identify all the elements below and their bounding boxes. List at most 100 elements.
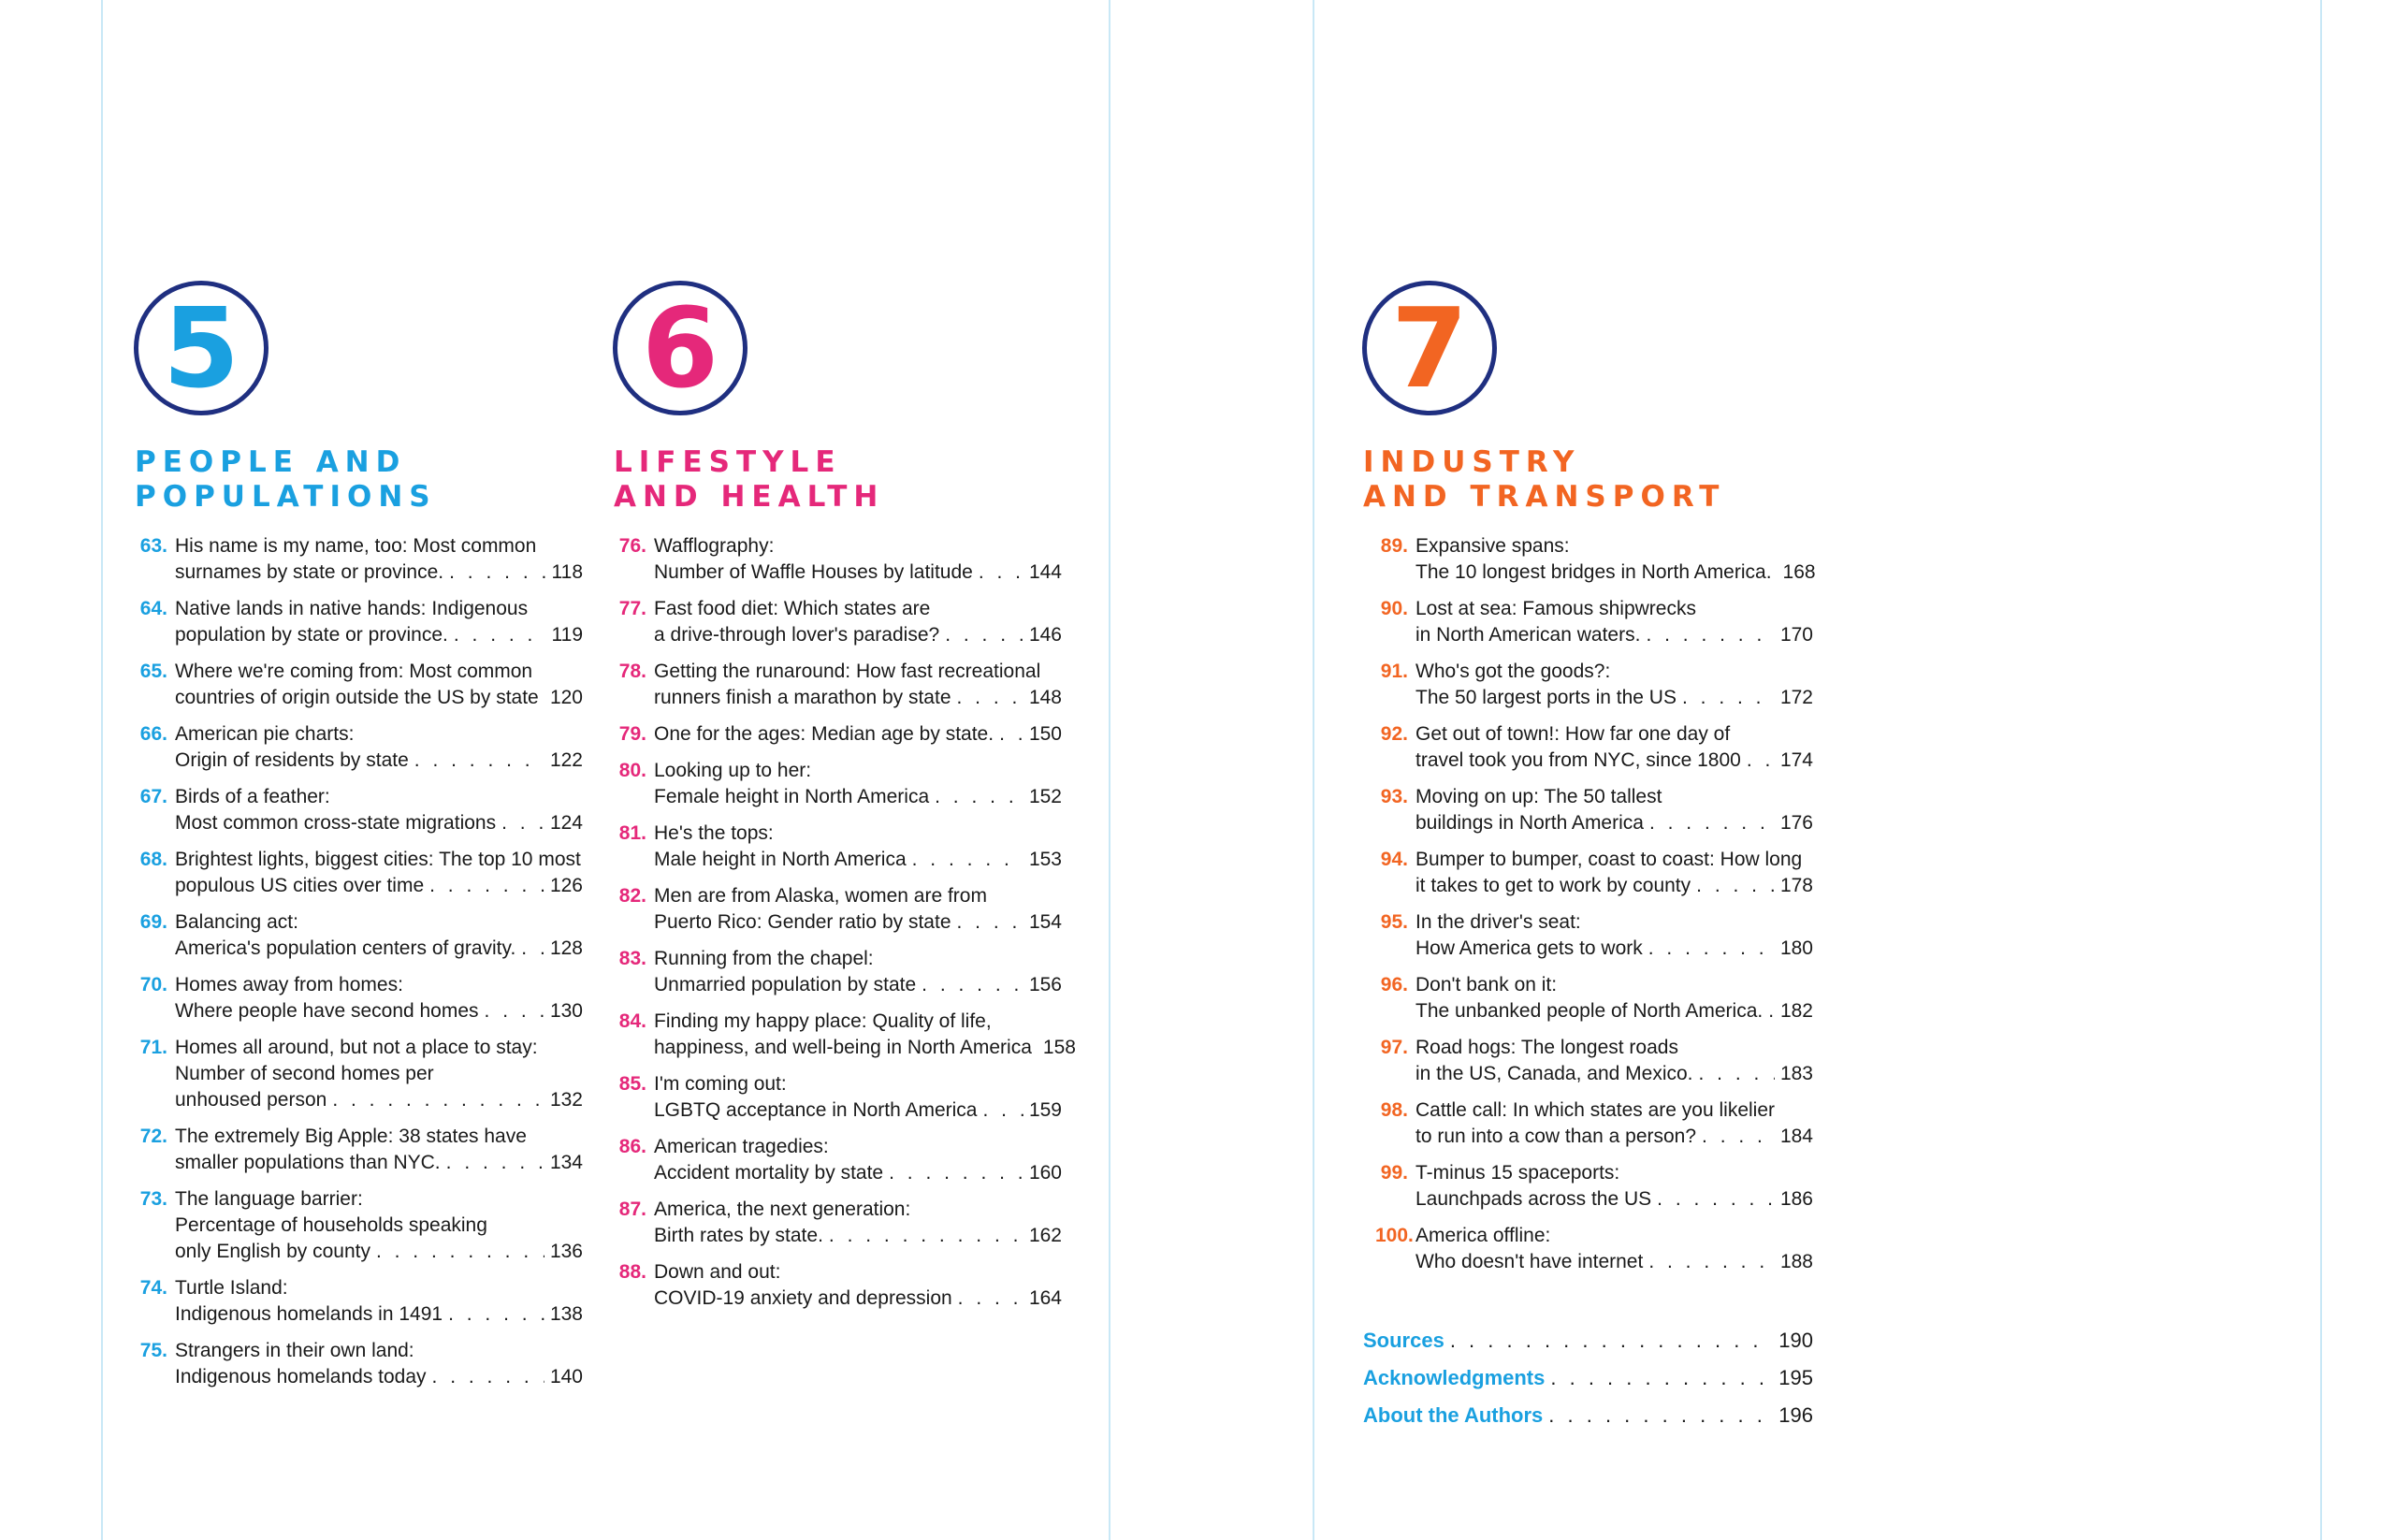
entry-title-last-line: in North American waters. 170 — [1415, 622, 1813, 648]
dot-leader — [501, 810, 544, 836]
toc-entry[interactable]: 85. I'm coming out: LGBTQ acceptance in No… — [614, 1071, 1062, 1124]
toc-entry[interactable]: 74. Turtle Island: Indigenous homelands in… — [135, 1275, 583, 1328]
toc-entry[interactable]: 87. America, the next generation: Birth ra… — [614, 1197, 1062, 1249]
entry-title: Getting the runaround: How fast recreati… — [654, 659, 1062, 711]
toc-entry[interactable]: 93. Moving on up: The 50 tallest buildings… — [1375, 784, 1813, 836]
dot-leader — [922, 972, 1023, 998]
heading-line: Populations — [135, 480, 437, 514]
toc-entry[interactable]: 89. Expansive spans: The 10 longest bridge… — [1375, 533, 1816, 586]
toc-entry[interactable]: 68. Brightest lights, biggest cities: The… — [135, 847, 583, 899]
toc-entry[interactable]: 82. Men are from Alaska, women are from Pu… — [614, 883, 1062, 936]
toc-entry[interactable]: 77. Fast food diet: Which states are a dri… — [614, 596, 1062, 648]
toc-entry[interactable]: 78. Getting the runaround: How fast recre… — [614, 659, 1062, 711]
page-number: 172 — [1779, 687, 1813, 708]
entry-number: 96. — [1380, 974, 1408, 995]
entry-title-line: Origin of residents by state — [175, 749, 409, 771]
toc-entry[interactable]: 73. The language barrier: Percentage of ho… — [135, 1186, 583, 1265]
entry-title: Strangers in their own land: Indigenous h… — [175, 1338, 583, 1390]
toc-entry[interactable]: 72. The extremely Big Apple: 38 states ha… — [135, 1124, 583, 1176]
toc-entry[interactable]: 96. Don't bank on it: The unbanked people … — [1375, 972, 1813, 1024]
toc-entry[interactable]: 76. Wafflography: Number of Waffle Houses … — [614, 533, 1062, 586]
toc-entry-sources[interactable]: Sources 190 — [1363, 1322, 1813, 1359]
dot-leader — [332, 1087, 544, 1113]
toc-entry[interactable]: 88. Down and out: COVID-19 anxiety and dep… — [614, 1259, 1062, 1312]
toc-entry-about-the-authors[interactable]: About the Authors 196 — [1363, 1397, 1813, 1434]
entry-title: Running from the chapel: Unmarried popula… — [654, 946, 1062, 998]
toc-entry[interactable]: 95. In the driver's seat: How America gets… — [1375, 909, 1813, 962]
entry-title: I'm coming out: LGBTQ acceptance in North… — [654, 1071, 1062, 1124]
entry-title-line: The 50 largest ports in the US — [1415, 687, 1676, 708]
chapter-5-heading: People and Populations — [135, 445, 437, 515]
dot-leader — [1768, 998, 1775, 1024]
dot-leader — [1548, 1397, 1773, 1434]
entry-title-last-line: to run into a cow than a person? 184 — [1415, 1124, 1813, 1150]
chapter-7-contents: 89. Expansive spans: The 10 longest bridge… — [1375, 533, 1816, 1286]
entry-title: America, the next generation: Birth rates… — [654, 1197, 1062, 1249]
toc-entry[interactable]: 92. Get out of town!: How far one day of t… — [1375, 721, 1813, 774]
page-number: 195 — [1778, 1366, 1813, 1389]
entry-title-line: surnames by state or province. — [175, 561, 444, 583]
entry-title-line: Birth rates by state. — [654, 1225, 823, 1246]
toc-entry[interactable]: 70. Homes away from homes: Where people ha… — [135, 972, 583, 1024]
toc-entry[interactable]: 83. Running from the chapel: Unmarried pop… — [614, 946, 1062, 998]
toc-entry[interactable]: 86. American tragedies: Accident mortality… — [614, 1134, 1062, 1186]
toc-entry[interactable]: 97. Road hogs: The longest roads in the US… — [1375, 1035, 1813, 1087]
toc-entry[interactable]: 84. Finding my happy place: Quality of li… — [614, 1009, 1076, 1061]
toc-entry-acknowledgments[interactable]: Acknowledgments 195 — [1363, 1359, 1813, 1397]
toc-entry[interactable]: 65. Where we're coming from: Most common c… — [135, 659, 583, 711]
toc-entry[interactable]: 98. Cattle call: In which states are you … — [1375, 1097, 1813, 1150]
dot-leader — [454, 622, 546, 648]
entry-title-line: Launchpads across the US — [1415, 1188, 1652, 1210]
toc-entry[interactable]: 81. He's the tops: Male height in North Am… — [614, 821, 1062, 873]
toc-entry[interactable]: 91. Who's got the goods?: The 50 largest p… — [1375, 659, 1813, 711]
toc-entry[interactable]: 99. T-minus 15 spaceports: Launchpads acro… — [1375, 1160, 1813, 1213]
dot-leader — [1699, 1061, 1775, 1087]
page-number: 190 — [1778, 1329, 1813, 1352]
entry-title-line: Fast food diet: Which states are — [654, 598, 931, 619]
dot-leader — [889, 1160, 1023, 1186]
entry-title: Birds of a feather: Most common cross-sta… — [175, 784, 583, 836]
toc-entry[interactable]: 71. Homes all around, but not a place to … — [135, 1035, 583, 1113]
toc-entry[interactable]: 75. Strangers in their own land: Indigenou… — [135, 1338, 583, 1390]
toc-entry[interactable]: 67. Birds of a feather: Most common cross-… — [135, 784, 583, 836]
toc-entry[interactable]: 80. Looking up to her: Female height in No… — [614, 758, 1062, 810]
toc-entry[interactable]: 90. Lost at sea: Famous shipwrecks in Nort… — [1375, 596, 1813, 648]
entry-title-last-line: Birth rates by state. 162 — [654, 1223, 1062, 1249]
entry-number: 82. — [618, 885, 646, 907]
entry-title-line: Homes away from homes: — [175, 974, 403, 995]
entry-title-line: only English by county — [175, 1241, 370, 1262]
toc-entry[interactable]: 69. Balancing act: America's population ce… — [135, 909, 583, 962]
dot-leader — [432, 1364, 544, 1390]
toc-entry[interactable]: 100. America offline: Who doesn't have int… — [1375, 1223, 1813, 1275]
toc-entry[interactable]: 66. American pie charts: Origin of residen… — [135, 721, 583, 774]
toc-entry[interactable]: 79. One for the ages: Median age by state… — [614, 721, 1062, 748]
page-number: 128 — [549, 937, 583, 959]
entry-title-last-line: How America gets to work 180 — [1415, 936, 1813, 962]
entry-title-line: unhoused person — [175, 1089, 327, 1111]
entry-title-line: Unmarried population by state — [654, 974, 917, 995]
entry-title-last-line: LGBTQ acceptance in North America 159 — [654, 1097, 1062, 1124]
page-number: 180 — [1779, 937, 1813, 959]
dot-leader — [958, 1286, 1023, 1312]
entry-number: 91. — [1380, 661, 1408, 682]
entry-title-line: LGBTQ acceptance in North America — [654, 1099, 978, 1121]
toc-entry[interactable]: 64. Native lands in native hands: Indigen… — [135, 596, 583, 648]
dot-leader — [1702, 1124, 1775, 1150]
heading-line: and Health — [614, 480, 885, 514]
entry-title-line: runners finish a marathon by state — [654, 687, 951, 708]
toc-entry[interactable]: 63. His name is my name, too: Most common… — [135, 533, 583, 586]
entry-title-last-line: happiness, and well-being in North Ameri… — [654, 1035, 1076, 1061]
page-margin-line — [101, 0, 103, 1540]
toc-entry[interactable]: 94. Bumper to bumper, coast to coast: How… — [1375, 847, 1813, 899]
dot-leader — [979, 559, 1023, 586]
entry-title-line: Get out of town!: How far one day of — [1415, 723, 1731, 745]
dot-leader — [448, 1301, 544, 1328]
chapter-7-heading: Industry and Transport — [1363, 445, 1725, 515]
entry-title-last-line: Who doesn't have internet 188 — [1415, 1249, 1813, 1275]
dot-leader — [429, 873, 544, 899]
dot-leader — [446, 1150, 544, 1176]
entry-number: 63. — [139, 535, 167, 557]
entry-title: American pie charts: Origin of residents … — [175, 721, 583, 774]
entry-title: The language barrier: Percentage of house… — [175, 1186, 583, 1265]
entry-title-line: Brightest lights, biggest cities: The to… — [175, 849, 581, 870]
